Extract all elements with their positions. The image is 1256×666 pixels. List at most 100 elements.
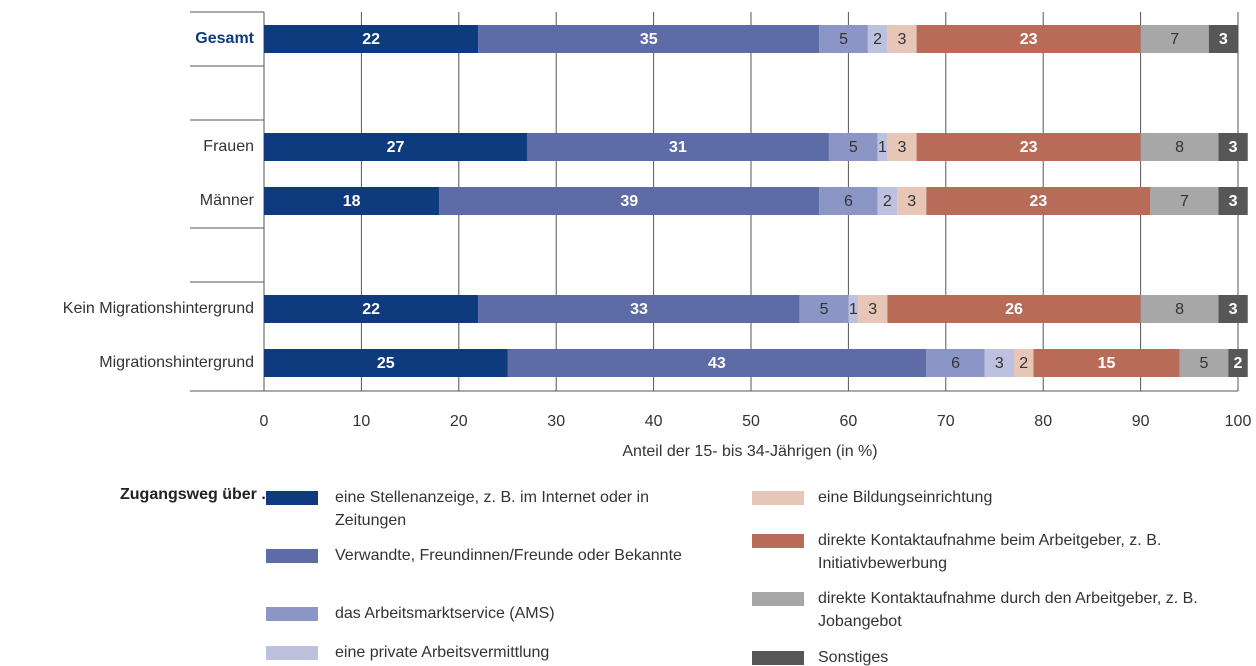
separators xyxy=(190,11,264,283)
y-tick-label: Männer xyxy=(200,192,255,209)
x-tick-label: 50 xyxy=(742,413,760,430)
bar-segment xyxy=(984,349,1014,377)
data-label: 3 xyxy=(907,193,916,210)
data-label: 6 xyxy=(844,193,853,210)
data-label: 25 xyxy=(377,355,395,372)
x-tick-label: 70 xyxy=(937,413,955,430)
plot: Anteil der 15- bis 34-Jährigen (in %) 0 1… xyxy=(63,11,1252,460)
legend-label: das Arbeitsmarktservice (AMS) xyxy=(335,605,555,622)
legend-label: direkte Kontaktaufnahme durch den Arbeit… xyxy=(818,590,1198,630)
x-tick-label: 30 xyxy=(547,413,565,430)
bar-segment xyxy=(916,133,1141,161)
bar-segment xyxy=(926,349,985,377)
bar-segment xyxy=(799,295,849,323)
bar-segment xyxy=(877,133,888,161)
data-label: 22 xyxy=(362,301,380,318)
data-label: 31 xyxy=(669,139,687,156)
bar-segment xyxy=(1179,349,1229,377)
data-label: 3 xyxy=(868,301,877,318)
legend-swatch xyxy=(752,534,804,548)
data-label: 6 xyxy=(951,355,960,372)
data-label: 35 xyxy=(640,31,658,48)
data-label: 8 xyxy=(1175,139,1184,156)
y-tick-label: Frauen xyxy=(203,138,254,155)
bar-segment xyxy=(264,349,508,377)
data-label: 3 xyxy=(1229,301,1238,318)
legend-swatch xyxy=(266,607,318,621)
data-label: 1 xyxy=(849,301,858,318)
data-label: 33 xyxy=(630,301,648,318)
bar-segment xyxy=(439,187,820,215)
data-label: 23 xyxy=(1020,139,1038,156)
bar-segment xyxy=(877,187,898,215)
bar-segment xyxy=(1228,349,1248,377)
bar-segment xyxy=(1150,187,1219,215)
data-label: 2 xyxy=(873,31,882,48)
data-label: 1 xyxy=(878,139,887,156)
x-tick-label: 100 xyxy=(1225,413,1252,430)
bar-segment xyxy=(858,295,888,323)
bar-segment xyxy=(264,187,440,215)
bar-segment xyxy=(828,133,878,161)
data-label: 27 xyxy=(387,139,405,156)
data-label: 3 xyxy=(1219,31,1228,48)
data-label: 7 xyxy=(1180,193,1189,210)
bar-segment xyxy=(887,133,917,161)
x-tick-label: 40 xyxy=(645,413,663,430)
bar-segment xyxy=(848,295,859,323)
data-label: 23 xyxy=(1020,31,1038,48)
bar-segment xyxy=(916,25,1141,53)
bar-segment xyxy=(1033,349,1180,377)
bar-segment xyxy=(264,25,479,53)
legend-swatch xyxy=(266,491,318,505)
data-label: 22 xyxy=(362,31,380,48)
data-label: 8 xyxy=(1175,301,1184,318)
bar-segment xyxy=(478,295,800,323)
x-tick-label: 10 xyxy=(353,413,371,430)
bar-segment xyxy=(1140,25,1209,53)
bar-segment xyxy=(1208,25,1238,53)
bar-segment xyxy=(478,25,820,53)
bar-segment xyxy=(507,349,927,377)
data-label: 2 xyxy=(1234,355,1243,372)
data-label: 7 xyxy=(1170,31,1179,48)
data-label: 3 xyxy=(1229,193,1238,210)
bar-segment xyxy=(1218,133,1248,161)
x-axis-label: Anteil der 15- bis 34-Jährigen (in %) xyxy=(622,443,877,460)
legend-label: Sonstiges xyxy=(818,649,889,666)
bar-segment xyxy=(264,295,479,323)
data-label: 5 xyxy=(1199,355,1208,372)
bar-segment xyxy=(264,133,527,161)
bar-segment xyxy=(926,187,1151,215)
legend-label: eine Bildungseinrichtung xyxy=(818,489,993,506)
y-tick-label: Kein Migrationshintergrund xyxy=(63,300,254,317)
data-label: 3 xyxy=(898,31,907,48)
bar-segment xyxy=(1140,295,1219,323)
legend-swatch xyxy=(266,646,318,660)
y-tick-label: Migrationshintergrund xyxy=(99,354,254,371)
legend-swatch xyxy=(266,549,318,563)
data-label: 18 xyxy=(343,193,361,210)
legend-swatch xyxy=(752,592,804,606)
legend-label: eine private Arbeitsvermittlung xyxy=(335,644,550,661)
data-label: 5 xyxy=(839,31,848,48)
data-label: 15 xyxy=(1098,355,1116,372)
data-label: 5 xyxy=(849,139,858,156)
bar-segment xyxy=(1218,187,1248,215)
data-label: 43 xyxy=(708,355,726,372)
bar-segment xyxy=(887,25,917,53)
bar-segment xyxy=(1013,349,1034,377)
legend-label: direkte Kontaktaufnahme beim Arbeitgeber… xyxy=(818,532,1162,572)
x-tick-label: 60 xyxy=(840,413,858,430)
x-tick-label: 90 xyxy=(1132,413,1150,430)
bar-segment xyxy=(887,295,1141,323)
bar-segment xyxy=(526,133,829,161)
bar-segment xyxy=(819,25,868,53)
legend-title: Zugangsweg über ... xyxy=(120,486,275,503)
bar-segment xyxy=(1218,295,1248,323)
y-tick-label: Gesamt xyxy=(195,30,254,47)
x-tick-label: 80 xyxy=(1034,413,1052,430)
bar-segment xyxy=(897,187,927,215)
data-label: 23 xyxy=(1029,193,1047,210)
